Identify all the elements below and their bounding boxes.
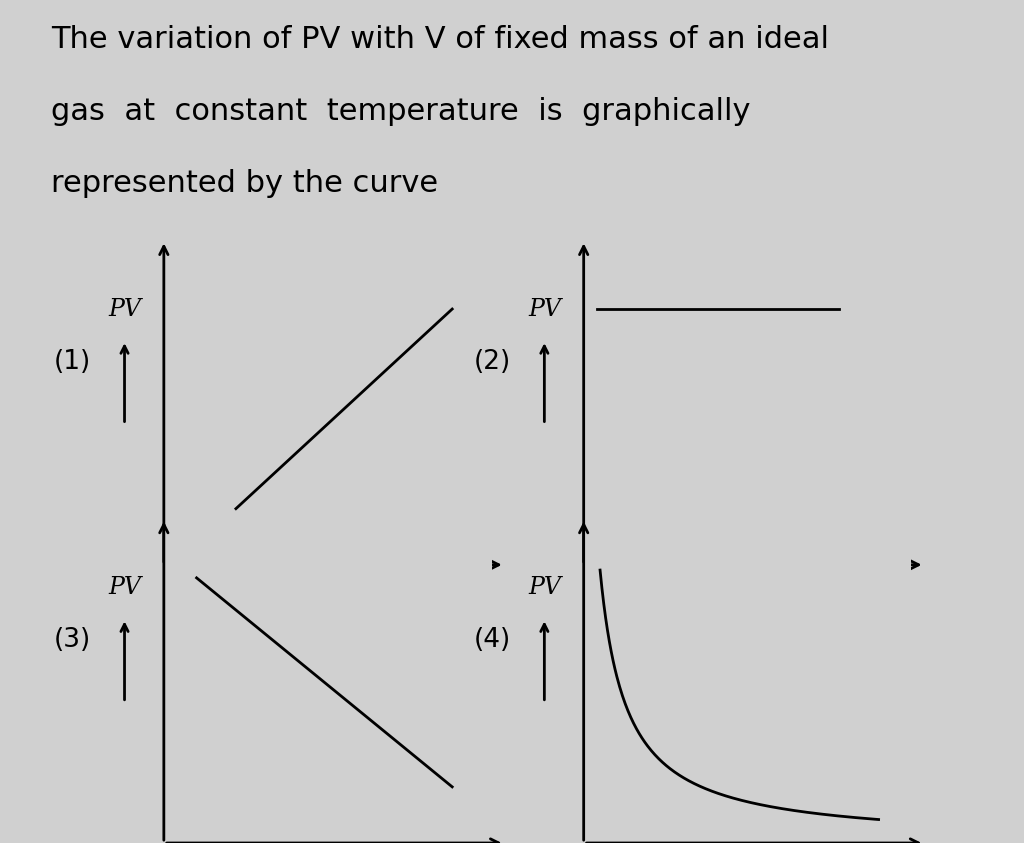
Text: (1): (1)	[53, 349, 91, 375]
Text: (4): (4)	[473, 627, 511, 653]
Text: The variation of PV with V of fixed mass of an ideal: The variation of PV with V of fixed mass…	[51, 25, 829, 54]
Text: $V\!\rightarrow$: $V\!\rightarrow$	[326, 602, 362, 626]
Text: PV: PV	[528, 298, 561, 320]
Text: PV: PV	[528, 576, 561, 599]
Text: $V\!\rightarrow$: $V\!\rightarrow$	[745, 602, 782, 626]
Text: PV: PV	[109, 298, 141, 320]
Text: (3): (3)	[53, 627, 91, 653]
Text: PV: PV	[109, 576, 141, 599]
Text: gas  at  constant  temperature  is  graphically: gas at constant temperature is graphical…	[51, 97, 751, 126]
Text: represented by the curve: represented by the curve	[51, 169, 438, 197]
Text: (2): (2)	[473, 349, 511, 375]
